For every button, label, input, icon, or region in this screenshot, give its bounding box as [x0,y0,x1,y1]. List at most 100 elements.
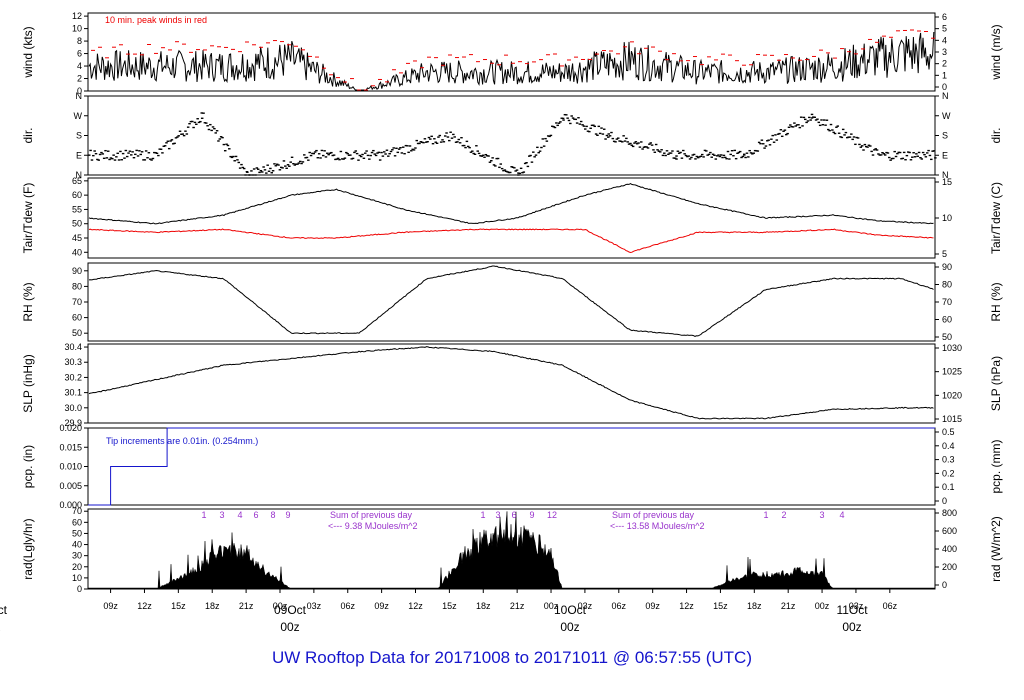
rh-ytick-right-label: 50 [942,332,952,342]
precip-ytick-right-label: 0 [942,496,947,506]
direction-ylabel-right: dir. [989,127,1003,143]
precip-ylabel-right: pcp. (mm) [989,439,1003,493]
wind-ytick-label: 2 [77,74,82,84]
rh-ytick-label: 70 [72,297,82,307]
x-tick-label: 15z [171,601,186,611]
wind-ytick-right-label: 1 [942,70,947,80]
precip-ytick-right-label: 0.5 [942,427,955,437]
radiation-ytick-label: 20 [72,562,82,572]
radiation-ytick-label: 70 [72,506,82,516]
day-label: 10Oct [554,603,587,617]
precip-ytick-right-label: 0.3 [942,455,955,465]
direction-ytick-right-label: S [942,131,948,141]
day-label: 09Oct [274,603,307,617]
radiation-ytick-right-label: 800 [942,508,957,518]
rad-hour-marker: 2 [781,510,786,520]
radiation-ylabel-right: rad (W/m^2) [989,516,1003,582]
rh-ytick-label: 80 [72,281,82,291]
rad-sum-label-1: Sum of previous day [330,510,413,520]
x-tick-label: 03z [307,601,322,611]
temperature-ylabel: Tair/Tdew (F) [21,183,35,254]
day-label-time: 00z [842,620,861,634]
pressure-ytick-right-label: 1025 [942,367,962,377]
x-tick-label: 18z [205,601,220,611]
radiation-ytick-label: 10 [72,573,82,583]
wind-ytick-right-label: 4 [942,35,947,45]
rh-ylabel-right: RH (%) [989,282,1003,321]
pressure-series-slp-line [88,346,934,420]
direction-ytick-right-label: N [942,91,949,101]
day-label: 11Oct [836,603,868,617]
rad-hour-marker: 9 [285,510,290,520]
x-tick-label: 09z [645,601,660,611]
precip-ytick-right-label: 0.4 [942,441,955,451]
precip-ytick-label: 0.015 [59,442,82,452]
x-tick-label: 21z [239,601,254,611]
temperature-ytick-right-label: 15 [942,177,952,187]
wind-ytick-label: 4 [77,61,82,71]
precip-ytick-label: 0.010 [59,462,82,472]
peak-wind-note: 10 min. peak winds in red [105,15,207,25]
pressure-ylabel-right: SLP (hPa) [989,356,1003,411]
pressure-frame [87,343,936,424]
precip-ytick-label: 0.005 [59,481,82,491]
temperature-ytick-right-label: 10 [942,213,952,223]
direction-ytick-label: E [76,150,82,160]
wind-ytick-label: 6 [77,49,82,59]
direction-ylabel: dir. [21,127,35,143]
rh-ytick-right-label: 60 [942,315,952,325]
pressure-ytick-label: 30.0 [64,403,82,413]
pressure-ytick-label: 30.1 [64,388,82,398]
x-tick-label: 03z [849,601,864,611]
x-tick-label: 18z [747,601,762,611]
wind-ytick-right-label: 0 [942,82,947,92]
direction-ytick-right-label: N [942,170,949,180]
rad-hour-marker: 3 [819,510,824,520]
temperature-ytick-right-label: 5 [942,249,947,259]
x-tick-label: 00z [544,601,559,611]
wind-ytick-right-label: 6 [942,12,947,22]
rad-hour-marker: 1 [763,510,768,520]
rad-sum-value-1: <--- 9.38 MJoules/m^2 [328,521,418,531]
x-tick-label: 00z [815,601,830,611]
rad-sum-value-2: <--- 13.58 MJoules/m^2 [610,521,705,531]
x-tick-label: 06z [612,601,627,611]
pressure-ytick-label: 30.4 [64,342,82,352]
rad-hour-marker: 6 [511,510,516,520]
x-tick-label: 03z [578,601,593,611]
temperature-frame [87,177,936,259]
rad-hour-marker: 4 [237,510,242,520]
day-label-time: 00z [560,620,579,634]
rad-hour-marker: 3 [219,510,224,520]
precip-ytick-label: 0.020 [59,423,82,433]
wind-ytick-label: 8 [77,36,82,46]
rad-hour-marker: 1 [201,510,206,520]
footer-title: UW Rooftop Data for 20171008 to 20171011… [271,648,752,667]
pressure-ytick-label: 30.2 [64,372,82,382]
precip-ytick-right-label: 0.1 [942,482,955,492]
x-tick-label: 00z [273,601,288,611]
pressure-ytick-label: 30.3 [64,357,82,367]
temperature-ytick-label: 65 [72,176,82,186]
x-tick-label: 12z [408,601,423,611]
x-tick-label: 06z [883,601,898,611]
pressure-ytick-right-label: 1030 [942,343,962,353]
temperature-ytick-label: 55 [72,204,82,214]
precip-ylabel: pcp. (in) [21,445,35,488]
direction-ytick-right-label: W [942,111,951,121]
temperature-ytick-label: 50 [72,219,82,229]
direction-ytick-label: S [76,131,82,141]
rad-hour-marker: 1 [480,510,485,520]
radiation-area [87,511,936,590]
x-tick-label: 12z [679,601,694,611]
rh-frame [87,262,936,342]
rh-ytick-right-label: 90 [942,262,952,272]
rh-ytick-label: 50 [72,328,82,338]
rad-hour-marker: 3 [495,510,500,520]
temperature-ytick-label: 40 [72,247,82,257]
precip-line [88,427,935,506]
rad-hour-marker: 4 [839,510,844,520]
wind-ylabel: wind (kts) [21,26,35,78]
temperature-ytick-label: 60 [72,190,82,200]
